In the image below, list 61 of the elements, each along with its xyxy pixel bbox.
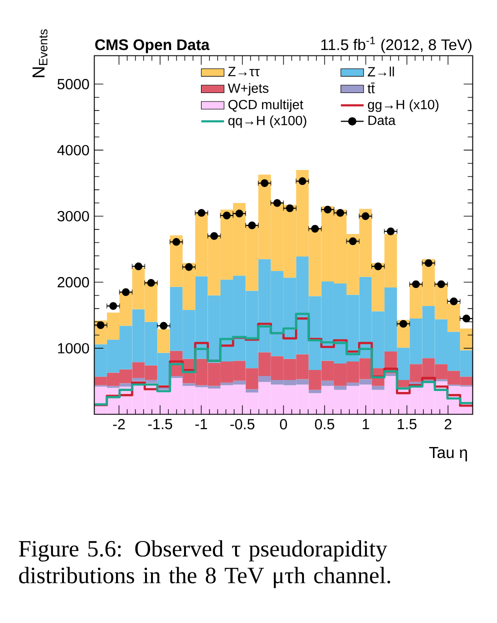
y-tick-label: 4000 xyxy=(57,144,89,156)
x-tick-label: 2 xyxy=(444,419,452,430)
point xyxy=(147,279,155,287)
point xyxy=(450,297,458,306)
point xyxy=(134,262,142,270)
x-tick-label: 0 xyxy=(280,419,287,430)
y-axis-title: N$_{Events}$ xyxy=(32,29,48,78)
point xyxy=(324,206,332,214)
legend-label: QCD multijet xyxy=(228,100,304,112)
legend-label: W+jets xyxy=(228,83,268,96)
bar xyxy=(321,380,334,386)
bar xyxy=(308,390,322,394)
point xyxy=(424,259,432,267)
x-axis-title: Tau η xyxy=(429,447,467,462)
legend-label: Data xyxy=(368,116,396,126)
x-tick-label: -1.5 xyxy=(148,419,172,430)
point xyxy=(462,314,470,322)
y-tick-label: 1000 xyxy=(58,343,89,354)
x-tick-label: -1 xyxy=(195,419,208,430)
legend-label: gg→H (x10) xyxy=(368,100,438,112)
bar xyxy=(372,386,384,390)
caption: Figure 5.6: Observed τ pseudorapidity distributions in the 8 TeV μτh channel. xyxy=(18,540,390,588)
point xyxy=(160,322,168,330)
point xyxy=(109,302,118,310)
point xyxy=(412,280,420,288)
point xyxy=(311,224,319,233)
legend-label: tt̄ xyxy=(368,82,375,94)
legend-label: Z→ττ xyxy=(228,66,260,76)
x-tick-label: -2 xyxy=(113,419,125,430)
chart-title: CMS Open Data xyxy=(95,39,210,54)
bar xyxy=(157,329,170,353)
legend-label: Z→ll xyxy=(368,66,394,76)
point xyxy=(374,262,382,270)
legend-label: qq→H (x100) xyxy=(228,115,306,128)
point xyxy=(96,321,104,330)
point xyxy=(198,209,206,217)
point xyxy=(336,209,344,217)
point xyxy=(248,222,256,230)
point xyxy=(210,232,218,240)
point xyxy=(362,212,370,220)
x-tick-label: 1.5 xyxy=(398,419,416,430)
point xyxy=(286,204,294,212)
bar xyxy=(246,389,258,392)
point xyxy=(386,227,395,236)
point xyxy=(399,320,408,328)
y-tick-label: 3000 xyxy=(58,210,89,222)
point xyxy=(260,179,268,188)
point xyxy=(348,237,357,246)
y-tick-label: 2000 xyxy=(58,277,89,288)
point xyxy=(185,263,193,271)
x-tick-label: 1 xyxy=(362,419,370,430)
x-tick-label: -0.5 xyxy=(230,419,254,430)
x-tick-label: 0.5 xyxy=(315,419,334,430)
point xyxy=(298,177,306,186)
y-tick-label: 5000 xyxy=(58,78,89,90)
point xyxy=(222,212,231,220)
bar xyxy=(334,386,347,390)
point xyxy=(437,280,446,288)
chart-subtitle: 11.5 fb$^{-1}$ (2012, 8 TeV) xyxy=(321,36,472,54)
point xyxy=(172,238,180,246)
point xyxy=(122,288,130,296)
